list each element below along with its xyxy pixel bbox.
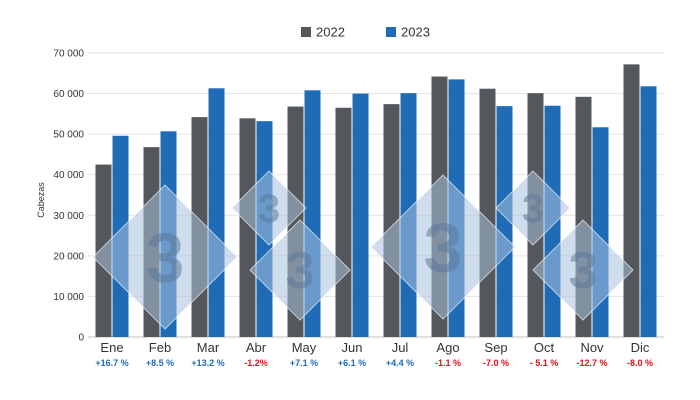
watermark-text: 3: [286, 242, 315, 300]
legend-label: 2022: [316, 25, 345, 40]
watermark-logo: 3: [249, 219, 351, 321]
y-tick-label: 30 000: [53, 211, 84, 222]
y-tick-label: 50 000: [53, 130, 84, 141]
percent-change-label: +6.1 %: [338, 358, 366, 368]
y-tick-label: 40 000: [53, 170, 84, 181]
bar-2023-Mar: [208, 88, 225, 337]
x-category-label: Oct: [534, 340, 555, 355]
bar-2022-Dic: [623, 64, 640, 338]
x-category-label: Ago: [436, 340, 459, 355]
x-category-label: Feb: [149, 340, 171, 355]
legend-swatch: [386, 27, 396, 37]
legend-item-2023: 2023: [386, 25, 430, 40]
percent-change-label: +16.7 %: [95, 358, 128, 368]
y-tick-label: 60 000: [53, 89, 84, 100]
y-axis-ticks: 0 10 000 20 000 30 000 40 000 50 000 60 000 70 …: [53, 49, 84, 344]
bar-2022-Jul: [383, 104, 400, 338]
legend-label: 2023: [401, 25, 430, 40]
333-logo-icon: 333 3 33: [92, 170, 634, 330]
percent-change-label: -8.0 %: [627, 358, 653, 368]
percent-change-label: +4.4 %: [386, 358, 414, 368]
percent-change-label: -1.2%: [244, 358, 268, 368]
percent-change-label: +7.1 %: [290, 358, 318, 368]
legend-item-2022: 2022: [301, 25, 345, 40]
y-tick-label: 20 000: [53, 251, 84, 262]
y-tick-label: 10 000: [53, 292, 84, 303]
x-category-label: May: [292, 340, 317, 355]
watermark-logo: 3: [231, 170, 307, 246]
watermark-text: 3: [424, 209, 463, 287]
x-category-label: Jun: [342, 340, 363, 355]
x-category-label: Dic: [631, 340, 650, 355]
watermark-text: 3: [569, 242, 598, 300]
watermark-text: 3: [258, 187, 280, 231]
bar-2022-Sep: [479, 88, 496, 338]
x-category-label: Abr: [246, 340, 267, 355]
percent-change-label: -7.0 %: [483, 358, 509, 368]
legend: 2022 2023: [301, 25, 430, 40]
percent-change-label: +8.5 %: [146, 358, 174, 368]
watermark-text: 3: [146, 219, 185, 297]
percent-change-label: -12.7 %: [576, 358, 607, 368]
percent-changes: +16.7 % +8.5 % +13.2 % -1.2% +7.1 % +6.1 % +4.…: [95, 358, 653, 368]
x-category-label: Ene: [100, 340, 123, 355]
legend-swatch: [301, 27, 311, 37]
y-tick-label: 70 000: [53, 49, 84, 60]
x-category-label: Jul: [392, 340, 409, 355]
bar-2023-Dic: [640, 86, 657, 337]
watermark-logo: 3: [532, 219, 634, 321]
watermark-logo: 3: [370, 174, 516, 320]
bar-2023-Sep: [496, 106, 513, 337]
percent-change-label: +13.2 %: [191, 358, 224, 368]
watermark-logo: 3: [92, 184, 238, 330]
watermark-text: 3: [522, 187, 544, 231]
x-axis-categories: Ene Feb Mar Abr May Jun Jul Ago Sep Oct Nov Dic: [100, 340, 649, 355]
watermark-logo: 3: [495, 170, 571, 246]
percent-change-label: -1.1 %: [435, 358, 461, 368]
x-category-label: Sep: [484, 340, 507, 355]
bar-2022-Abr: [239, 118, 256, 337]
x-category-label: Nov: [580, 340, 604, 355]
x-category-label: Mar: [197, 340, 220, 355]
y-axis-label: Cabezas: [36, 182, 46, 218]
bar-2023-Jun: [352, 93, 369, 337]
y-tick-label: 0: [78, 333, 84, 344]
percent-change-label: - 5.1 %: [530, 358, 559, 368]
bar-2022-Jun: [335, 107, 352, 338]
